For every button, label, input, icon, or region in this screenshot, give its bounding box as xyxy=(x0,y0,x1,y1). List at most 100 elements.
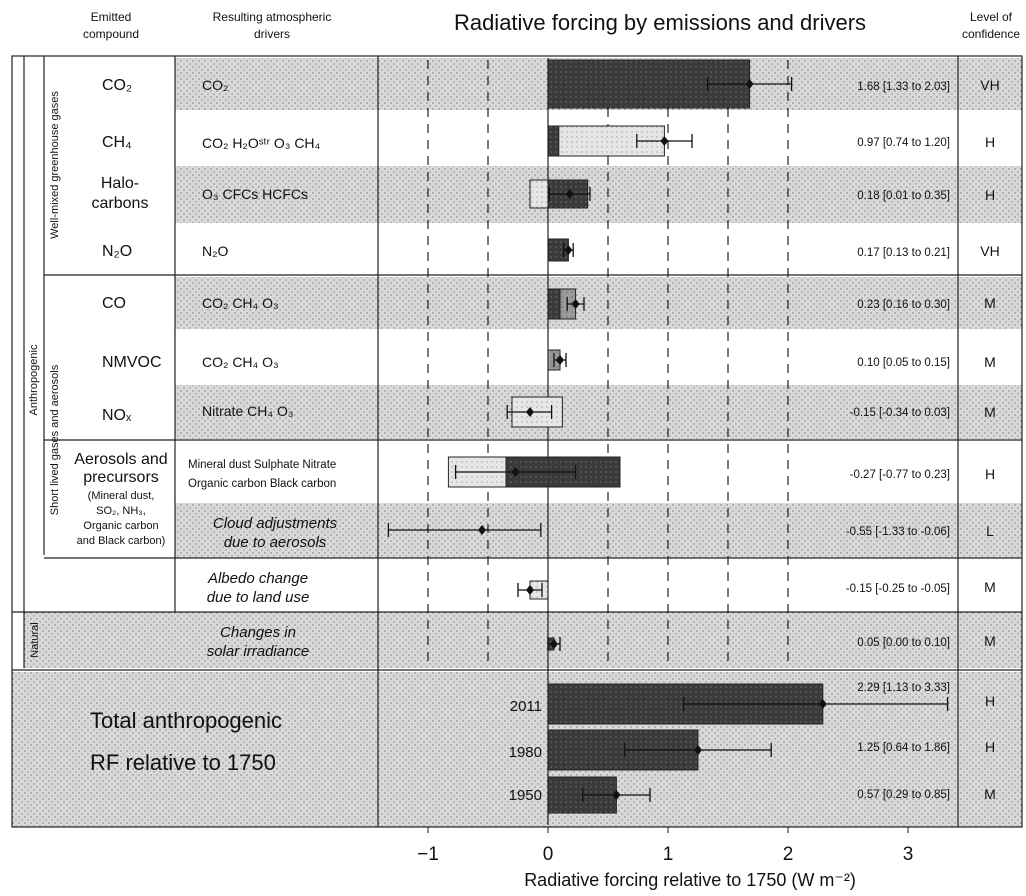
value-n2o: 0.17 [0.13 to 0.21] xyxy=(857,247,950,259)
drivers-solar-line1: Changes in xyxy=(220,624,296,641)
value-column: 1.68 [1.33 to 2.03] 0.97 [0.74 to 1.20] … xyxy=(846,81,950,801)
drivers-column: CO₂ CO₂ H₂Oˢᵗʳ O₃ CH₄ O₃ CFCs HCFCs N₂O … xyxy=(188,77,338,660)
compound-nmvoc: NMVOC xyxy=(102,354,162,371)
value-cloud: -0.55 [-1.33 to -0.06] xyxy=(846,526,950,538)
group-label-anthropogenic: Anthropogenic xyxy=(28,344,40,415)
confidence-aerosols: H xyxy=(985,466,995,482)
confidence-total-1950: M xyxy=(984,786,996,802)
row-bg-halocarbons xyxy=(175,166,1022,223)
marker-n2o xyxy=(564,245,573,255)
chart-title: Radiative forcing by emissions and drive… xyxy=(454,10,866,35)
drivers-aerosols-line2: Organic carbon Black carbon xyxy=(188,478,336,490)
group-label-short-lived: Short lived gases and aerosols xyxy=(49,364,61,515)
year-1980: 1980 xyxy=(509,744,542,761)
year-1950: 1950 xyxy=(509,787,542,804)
header-drivers-line1: Resulting atmospheric xyxy=(213,10,332,24)
drivers-co2: CO₂ xyxy=(202,77,228,93)
value-total-1950: 0.57 [0.29 to 0.85] xyxy=(857,789,950,801)
value-co2: 1.68 [1.33 to 2.03] xyxy=(857,81,950,93)
row-bg-total xyxy=(12,672,1022,827)
header-confidence-line1: Level of xyxy=(970,10,1013,24)
x-tick-label: 0 xyxy=(543,844,554,865)
marker-ch4 xyxy=(660,136,669,146)
group-label-natural: Natural xyxy=(29,622,41,657)
drivers-nox: Nitrate CH₄ O₃ xyxy=(202,403,294,419)
table-frame xyxy=(11,55,1023,828)
drivers-ch4: CO₂ H₂Oˢᵗʳ O₃ CH₄ xyxy=(202,135,321,151)
value-halocarbons: 0.18 [0.01 to 0.35] xyxy=(857,190,950,202)
compound-aerosols-line6: and Black carbon) xyxy=(77,535,166,547)
marker-cloud-adjustments-due-to-aerosols xyxy=(478,525,486,535)
header-confidence-line2: confidence xyxy=(962,27,1020,41)
value-total-1980: 1.25 [0.64 to 1.86] xyxy=(857,742,950,754)
value-albedo: -0.15 [-0.25 to -0.05] xyxy=(846,583,950,595)
x-axis-label: Radiative forcing relative to 1750 (W m⁻… xyxy=(524,870,856,890)
row-bg-solar xyxy=(24,612,1022,668)
compound-ch4: CH₄ xyxy=(102,134,132,151)
value-nox: -0.15 [-0.34 to 0.03] xyxy=(850,407,950,419)
marker-co2 xyxy=(745,79,754,89)
confidence-co2: VH xyxy=(980,77,999,93)
confidence-column: VH H H VH M M M H L M M H H M xyxy=(980,77,999,802)
year-2011: 2011 xyxy=(510,698,542,715)
confidence-nmvoc: M xyxy=(984,354,996,370)
confidence-co: M xyxy=(984,295,996,311)
header-compound-line1: Emitted xyxy=(91,10,132,24)
header-drivers-line2: drivers xyxy=(254,27,290,41)
bar-ch4 xyxy=(547,125,560,157)
value-aerosols: -0.27 [-0.77 to 0.23] xyxy=(850,469,950,481)
compound-n2o: N₂O xyxy=(102,243,132,260)
drivers-n2o: N₂O xyxy=(202,243,229,259)
marker-albedo-change-due-to-land-use xyxy=(526,585,534,595)
bar-co xyxy=(547,288,561,320)
drivers-co: CO₂ CH₄ O₃ xyxy=(202,295,279,311)
compound-halocarbons-line1: Halo- xyxy=(101,175,139,192)
marker-aerosols-and-precursors xyxy=(511,467,520,477)
drivers-albedo-line1: Albedo change xyxy=(207,570,308,587)
compound-co2: CO₂ xyxy=(102,77,132,94)
total-label-line1: Total anthropogenic xyxy=(90,708,282,733)
confidence-albedo: M xyxy=(984,579,996,595)
row-bg-co xyxy=(175,277,1022,329)
confidence-cloud: L xyxy=(986,523,994,539)
total-label-line2: RF relative to 1750 xyxy=(90,750,276,775)
drivers-cloud-line1: Cloud adjustments xyxy=(213,515,338,532)
x-axis: −1 0 1 2 3 xyxy=(417,827,913,865)
marker-1950 xyxy=(612,790,621,800)
confidence-total-2011: H xyxy=(985,693,995,709)
confidence-halocarbons: H xyxy=(985,187,995,203)
drivers-albedo-line2: due to land use xyxy=(207,589,310,606)
x-tick-label: 1 xyxy=(663,844,674,865)
confidence-ch4: H xyxy=(985,134,995,150)
drivers-halocarbons: O₃ CFCs HCFCs xyxy=(202,186,308,202)
drivers-cloud-line2: due to aerosols xyxy=(224,534,327,551)
marker-nox xyxy=(526,407,534,417)
value-co: 0.23 [0.16 to 0.30] xyxy=(857,299,950,311)
marker-1980 xyxy=(694,745,702,755)
drivers-nmvoc: CO₂ CH₄ O₃ xyxy=(202,354,279,370)
header-compound-line2: compound xyxy=(83,27,139,41)
row-backgrounds xyxy=(12,58,1022,827)
compound-halocarbons-line2: carbons xyxy=(92,195,149,212)
compound-nox: NOₓ xyxy=(102,407,132,424)
compound-column: CO₂ CH₄ Halo- carbons N₂O CO NMVOC NOₓ A… xyxy=(74,77,167,547)
compound-aerosols-line4: SO₂, NH₃, xyxy=(96,505,146,517)
row-bg-nox xyxy=(175,385,1022,439)
bars xyxy=(387,59,949,814)
x-tick-label: −1 xyxy=(417,844,439,865)
marker-2011 xyxy=(818,699,827,709)
value-ch4: 0.97 [0.74 to 1.20] xyxy=(857,137,950,149)
confidence-nox: M xyxy=(984,404,996,420)
confidence-n2o: VH xyxy=(980,243,999,259)
value-solar: 0.05 [0.00 to 0.10] xyxy=(857,637,950,649)
confidence-total-1980: H xyxy=(985,739,995,755)
x-tick-label: 3 xyxy=(903,844,914,865)
x-tick-label: 2 xyxy=(783,844,794,865)
drivers-aerosols-line1: Mineral dust Sulphate Nitrate xyxy=(188,459,336,471)
confidence-solar: M xyxy=(984,633,996,649)
marker-co xyxy=(571,299,580,309)
header-compound: Emitted compound xyxy=(83,10,139,41)
compound-aerosols-line2: precursors xyxy=(83,469,159,486)
value-total-2011: 2.29 [1.13 to 3.33] xyxy=(857,682,950,694)
